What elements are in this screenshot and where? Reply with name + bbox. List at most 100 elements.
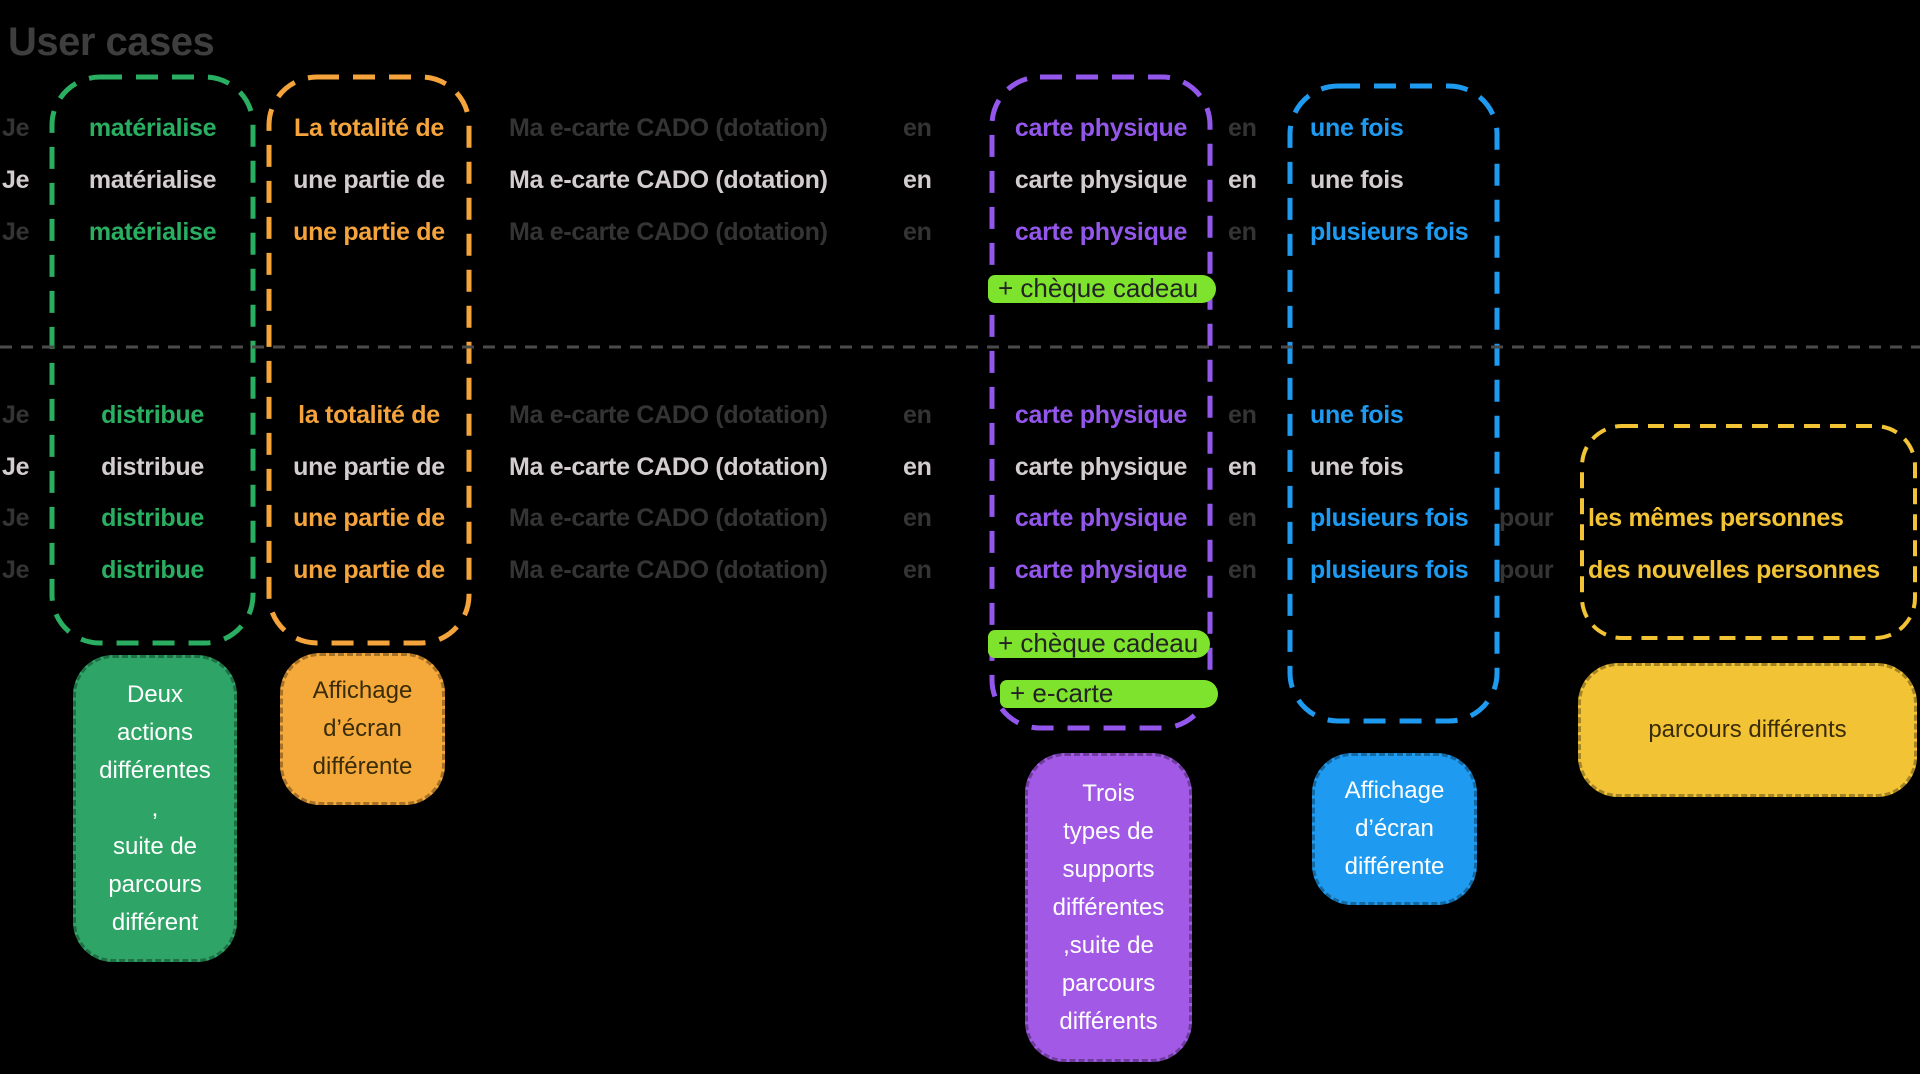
row-4-object: Ma e-carte CADO (dotation) xyxy=(509,401,828,429)
row-4-en1: en xyxy=(903,401,932,429)
row-6-action: distribue xyxy=(101,504,204,532)
paths-note-line: parcours différents xyxy=(1648,716,1847,743)
row-2-object: Ma e-carte CADO (dotation) xyxy=(509,166,828,194)
highlight-text: + chèque cadeau xyxy=(998,273,1199,303)
row-6-support: carte physique xyxy=(1014,504,1188,532)
row-7-je: Je xyxy=(2,556,30,584)
row-2-action: matérialise xyxy=(88,166,217,194)
row-6-en1: en xyxy=(903,504,932,532)
row-1-je: Je xyxy=(2,114,30,142)
audience-outline xyxy=(1580,424,1917,640)
actions-note: Deux actions différentes, suite de parcours d… xyxy=(73,655,237,962)
row-6-je: Je xyxy=(2,504,30,532)
row-3-freq: plusieurs fois xyxy=(1310,218,1469,246)
supports-note-line: différentes xyxy=(1052,893,1165,921)
row-1-freq: une fois xyxy=(1310,114,1404,142)
row-3-en1: en xyxy=(903,218,932,246)
row-2-en1: en xyxy=(903,166,932,194)
row-2-support: carte physique xyxy=(1014,166,1188,194)
supports-note-line: parcours xyxy=(1061,969,1156,997)
row-3-support: carte physique xyxy=(1014,218,1188,246)
row-4-support: carte physique xyxy=(1014,401,1188,429)
actions-note-line: actions xyxy=(116,718,194,746)
row-5-action: distribue xyxy=(101,453,204,481)
row-5-je: Je xyxy=(2,453,30,481)
page-title: User cases xyxy=(8,20,215,64)
portion-column-outline xyxy=(266,74,472,646)
highlight-text: + chèque cadeau xyxy=(998,628,1199,658)
row-3-en2: en xyxy=(1228,218,1257,246)
actions-note-line: différentes xyxy=(99,756,211,784)
actions-note-line: Deux xyxy=(126,680,184,708)
highlight-text: + e-carte xyxy=(1010,678,1114,708)
row-6-object: Ma e-carte CADO (dotation) xyxy=(509,504,828,532)
row-3-je: Je xyxy=(2,218,30,246)
row-4-action: distribue xyxy=(101,401,204,429)
row-7-support: carte physique xyxy=(1014,556,1188,584)
row-7-freq: plusieurs fois xyxy=(1310,556,1469,584)
row-2-en2: en xyxy=(1228,166,1257,194)
row-5-freq: une fois xyxy=(1310,453,1404,481)
row-4-en2: en xyxy=(1228,401,1257,429)
display-note-blue: Affichage d’écran différente xyxy=(1312,753,1477,905)
supports-note-line: différents xyxy=(1059,1007,1158,1035)
supports-note-line: types de xyxy=(1063,817,1154,845)
row-1-en2: en xyxy=(1228,114,1257,142)
row-7-action: distribue xyxy=(101,556,204,584)
row-3-portion: une partie de xyxy=(293,218,445,246)
display-note-blue-line: d’écran xyxy=(1355,815,1434,842)
row-2-je: Je xyxy=(2,166,30,194)
row-1-support: carte physique xyxy=(1014,114,1188,142)
actions-note-line: parcours xyxy=(108,870,202,898)
highlight-sticker-3: + e-carte xyxy=(1000,678,1218,708)
display-note-blue-line: différente xyxy=(1344,853,1445,880)
row-5-portion: une partie de xyxy=(293,453,445,481)
action-column-outline xyxy=(49,74,256,646)
supports-note: Trois types de supports différentes ,suite d… xyxy=(1025,753,1192,1062)
display-note-blue-line: Affichage xyxy=(1344,777,1445,804)
row-5-object: Ma e-carte CADO (dotation) xyxy=(509,453,828,481)
actions-note-line: , xyxy=(151,794,159,822)
display-note-orange: Affichage d’écran différente xyxy=(280,653,445,805)
row-3-object: Ma e-carte CADO (dotation) xyxy=(509,218,828,246)
highlight-sticker-2: + chèque cadeau xyxy=(988,628,1210,658)
display-note-orange-line: d’écran xyxy=(323,715,402,742)
row-7-object: Ma e-carte CADO (dotation) xyxy=(509,556,828,584)
frequency-column-outline xyxy=(1287,83,1500,724)
highlight-sticker-1: + chèque cadeau xyxy=(988,273,1216,303)
supports-note-line: Trois xyxy=(1082,779,1135,807)
supports-note-line: ,suite de xyxy=(1063,931,1154,959)
row-5-en2: en xyxy=(1228,453,1257,481)
display-note-orange-line: différente xyxy=(312,753,413,780)
row-6-audience: les mêmes personnes xyxy=(1588,504,1844,532)
row-7-portion: une partie de xyxy=(293,556,445,584)
row-2-portion: une partie de xyxy=(293,166,445,194)
row-3-action: matérialise xyxy=(88,218,217,246)
row-1-action: matérialise xyxy=(88,114,217,142)
row-7-pour: pour xyxy=(1499,556,1554,584)
row-6-en2: en xyxy=(1228,504,1257,532)
row-1-portion: La totalité de xyxy=(294,114,444,142)
row-7-en2: en xyxy=(1228,556,1257,584)
row-4-freq: une fois xyxy=(1310,401,1404,429)
actions-note-line: différent xyxy=(111,908,199,936)
row-7-audience: des nouvelles personnes xyxy=(1588,556,1880,584)
row-1-object: Ma e-carte CADO (dotation) xyxy=(509,114,828,142)
row-4-portion: la totalité de xyxy=(298,401,440,429)
supports-note-line: supports xyxy=(1062,855,1155,883)
row-1-en1: en xyxy=(903,114,932,142)
support-column-outline xyxy=(989,74,1213,731)
paths-note: parcours différents xyxy=(1578,663,1917,797)
row-7-en1: en xyxy=(903,556,932,584)
row-6-pour: pour xyxy=(1499,504,1554,532)
row-6-portion: une partie de xyxy=(293,504,445,532)
row-5-en1: en xyxy=(903,453,932,481)
row-6-freq: plusieurs fois xyxy=(1310,504,1469,532)
row-4-je: Je xyxy=(2,401,30,429)
display-note-orange-line: Affichage xyxy=(312,677,413,704)
actions-note-line: suite de xyxy=(112,832,198,860)
row-2-freq: une fois xyxy=(1310,166,1404,194)
row-5-support: carte physique xyxy=(1014,453,1188,481)
